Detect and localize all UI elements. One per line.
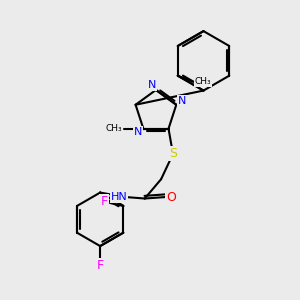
Text: N: N bbox=[178, 96, 186, 106]
Text: CH₃: CH₃ bbox=[105, 124, 122, 133]
Text: F: F bbox=[97, 260, 104, 272]
Text: O: O bbox=[166, 190, 176, 203]
Text: HN: HN bbox=[110, 192, 127, 202]
Text: S: S bbox=[169, 147, 177, 161]
Text: F: F bbox=[100, 195, 108, 208]
Text: CH₃: CH₃ bbox=[195, 77, 211, 86]
Text: N: N bbox=[134, 127, 142, 136]
Text: N: N bbox=[148, 80, 157, 90]
